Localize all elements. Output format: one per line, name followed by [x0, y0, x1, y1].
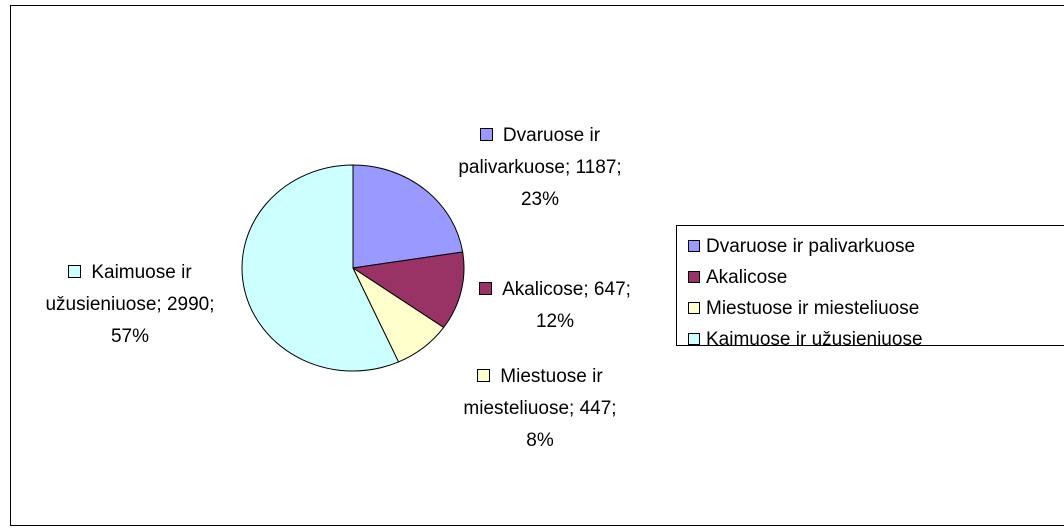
label-text: Dvaruose ir palivarkuose; 1187; 23% [458, 125, 622, 210]
label-text: Miestuose ir miesteliuose; 447; 8% [463, 366, 617, 451]
label-text: Kaimuose ir užusieniuose; 2990; 57% [45, 262, 215, 347]
legend-swatch [688, 333, 700, 345]
label-swatch [479, 128, 493, 141]
pie-slice [351, 251, 465, 329]
legend-label: Kaimuose ir užusieniuose [706, 329, 923, 350]
legend-swatch [688, 302, 700, 314]
legend-label: Dvaruose ir palivarkuose [706, 236, 915, 257]
legend-swatch [688, 271, 700, 283]
label-swatch [68, 265, 82, 278]
data-label: Akalicose; 647; 12% [470, 274, 640, 338]
legend-label: Miestuose ir miesteliuose [706, 298, 919, 319]
data-label: Kaimuose ir užusieniuose; 2990; 57% [45, 257, 215, 353]
legend-swatch [688, 240, 700, 252]
pie-slice [241, 164, 400, 372]
legend-label: Akalicose [706, 267, 787, 288]
data-label: Miestuose ir miesteliuose; 447; 8% [455, 361, 625, 457]
pie-slice [352, 164, 464, 269]
label-swatch [477, 369, 491, 382]
label-swatch [479, 282, 493, 295]
data-label: Dvaruose ir palivarkuose; 1187; 23% [455, 120, 625, 216]
legend-box [676, 225, 1064, 346]
label-text: Akalicose; 647; 12% [502, 279, 631, 332]
